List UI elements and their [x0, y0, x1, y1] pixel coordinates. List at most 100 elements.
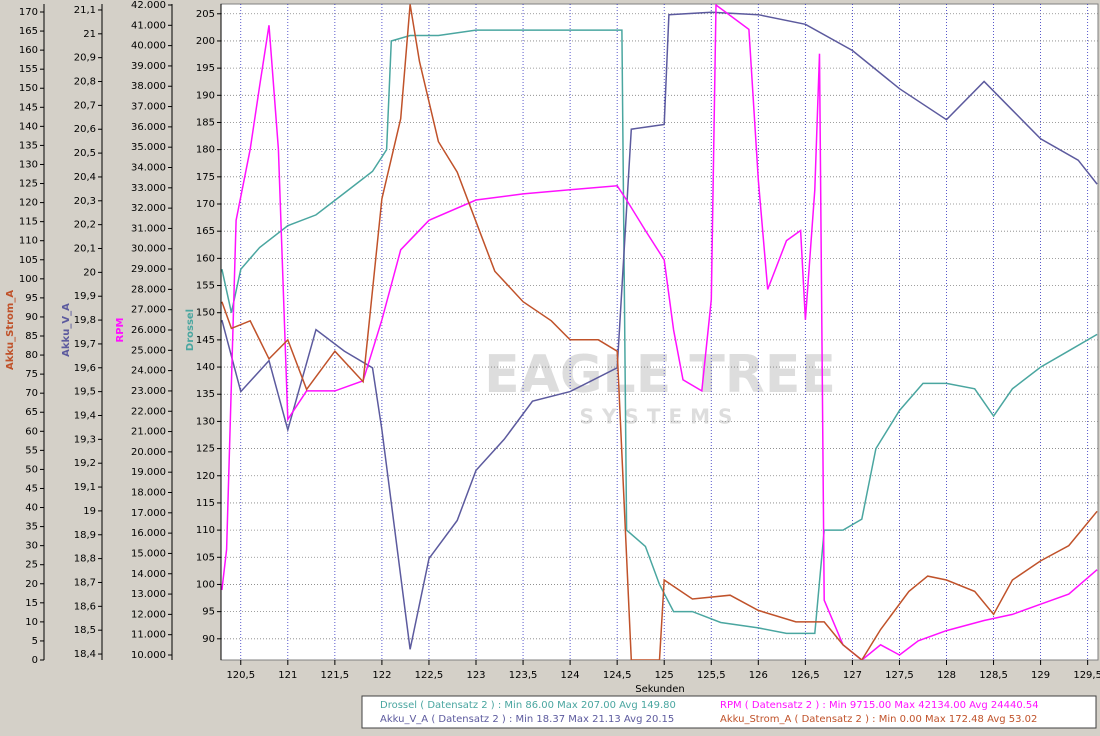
y-tick-label: 20,8 — [74, 77, 96, 88]
y-tick-label: 35.000 — [131, 142, 166, 153]
y-tick-label: 75 — [25, 369, 38, 380]
y-tick-label: 190 — [196, 90, 215, 101]
y-tick-label: 30 — [25, 541, 38, 552]
y-tick-label: 200 — [196, 36, 215, 47]
y-tick-label: 165 — [196, 226, 215, 237]
y-tick-label: 100 — [19, 274, 38, 285]
y-tick-label: 15.000 — [131, 548, 166, 559]
legend-stats: ( Datensatz 2 ) : Min 18.37 Max 21.13 Av… — [431, 714, 674, 725]
watermark-text: EAGLE TREE — [484, 345, 836, 405]
y-tick-label: 33.000 — [131, 183, 166, 194]
x-tick-label: 123 — [466, 670, 485, 681]
y-tick-label: 19,2 — [74, 458, 96, 469]
legend-entry: RPM ( Datensatz 2 ) : Min 9715.00 Max 42… — [720, 700, 1039, 711]
y-tick-label: 15 — [25, 598, 38, 609]
y-tick-label: 20,2 — [74, 220, 96, 231]
data-line — [221, 4, 1098, 660]
y-axis-title: RPM — [115, 317, 126, 342]
legend-entry: Akku_V_A ( Datensatz 2 ) : Min 18.37 Max… — [380, 714, 674, 725]
y-tick-label: 20,7 — [74, 100, 96, 111]
y-tick-label: 155 — [196, 281, 215, 292]
y-tick-label: 16.000 — [131, 528, 166, 539]
y-tick-label: 36.000 — [131, 122, 166, 133]
y-tick-label: 185 — [196, 117, 215, 128]
y-tick-label: 140 — [196, 362, 215, 373]
y-axis-title: Akku_V_A — [61, 303, 72, 357]
y-tick-label: 19.000 — [131, 467, 166, 478]
y-tick-label: 20,3 — [74, 196, 96, 207]
y-tick-label: 85 — [25, 331, 38, 342]
y-tick-label: 150 — [19, 83, 38, 94]
y-tick-label: 70 — [25, 388, 38, 399]
y-tick-label: 37.000 — [131, 102, 166, 113]
y-tick-label: 170 — [196, 199, 215, 210]
y-tick-label: 19,7 — [74, 339, 96, 350]
y-tick-label: 27.000 — [131, 305, 166, 316]
x-axis-title: Sekunden — [635, 684, 685, 695]
y-tick-label: 42.000 — [131, 0, 166, 11]
y-tick-label: 140 — [19, 121, 38, 132]
y-tick-label: 10 — [25, 617, 38, 628]
y-tick-label: 145 — [19, 102, 38, 113]
y-tick-label: 135 — [196, 389, 215, 400]
y-tick-label: 18,8 — [74, 554, 96, 565]
y-tick-label: 18,6 — [74, 601, 96, 612]
legend-stats: ( Datensatz 2 ) : Min 86.00 Max 207.00 A… — [420, 700, 676, 711]
x-tick-label: 129,5 — [1073, 670, 1100, 681]
y-tick-label: 21.000 — [131, 427, 166, 438]
y-tick-label: 21 — [83, 29, 96, 40]
y-tick-label: 195 — [196, 63, 215, 74]
x-tick-label: 125 — [655, 670, 674, 681]
x-tick-label: 126,5 — [791, 670, 820, 681]
y-tick-label: 10.000 — [131, 650, 166, 661]
x-tick-label: 120,5 — [226, 670, 255, 681]
y-tick-label: 35 — [25, 522, 38, 533]
data-line — [221, 11, 1098, 650]
y-tick-label: 205 — [196, 9, 215, 20]
y-tick-label: 135 — [19, 140, 38, 151]
y-tick-label: 25.000 — [131, 345, 166, 356]
plot-area — [220, 3, 1099, 661]
y-tick-label: 40 — [25, 503, 38, 514]
y-tick-label: 18,5 — [74, 625, 96, 636]
y-tick-label: 41.000 — [131, 20, 166, 31]
y-tick-label: 22.000 — [131, 406, 166, 417]
legend-name: RPM — [720, 700, 742, 711]
y-tick-label: 170 — [19, 7, 38, 18]
y-tick-label: 20,1 — [74, 244, 96, 255]
y-tick-label: 105 — [196, 552, 215, 563]
x-tick-label: 121,5 — [321, 670, 350, 681]
y-tick-label: 90 — [25, 312, 38, 323]
y-axis-title: Akku_Strom_A — [5, 290, 16, 370]
x-tick-label: 128,5 — [979, 670, 1008, 681]
legend-entry: Drossel ( Datensatz 2 ) : Min 86.00 Max … — [380, 700, 676, 711]
y-tick-label: 20 — [25, 579, 38, 590]
y-tick-label: 105 — [19, 255, 38, 266]
y-tick-label: 18,7 — [74, 577, 96, 588]
watermark-text: SYSTEMS — [580, 405, 741, 429]
y-tick-label: 19,1 — [74, 482, 96, 493]
x-tick-label: 128 — [937, 670, 956, 681]
y-tick-label: 120 — [19, 198, 38, 209]
legend-name: Akku_V_A — [380, 714, 428, 725]
y-tick-label: 19,5 — [74, 387, 96, 398]
y-tick-label: 20.000 — [131, 447, 166, 458]
y-tick-label: 150 — [196, 308, 215, 319]
x-tick-label: 122 — [372, 670, 391, 681]
y-tick-label: 20 — [83, 267, 96, 278]
y-tick-label: 40.000 — [131, 41, 166, 52]
y-tick-label: 180 — [196, 145, 215, 156]
y-tick-label: 20,9 — [74, 53, 96, 64]
y-tick-label: 165 — [19, 26, 38, 37]
y-tick-label: 19,9 — [74, 291, 96, 302]
x-tick-label: 123,5 — [509, 670, 538, 681]
x-tick-label: 122,5 — [415, 670, 444, 681]
y-tick-label: 20,4 — [74, 172, 96, 183]
y-tick-label: 95 — [202, 607, 215, 618]
y-tick-label: 0 — [32, 655, 38, 666]
y-tick-label: 175 — [196, 172, 215, 183]
y-tick-label: 23.000 — [131, 386, 166, 397]
x-tick-label: 121 — [278, 670, 297, 681]
y-tick-label: 155 — [19, 64, 38, 75]
y-tick-label: 29.000 — [131, 264, 166, 275]
